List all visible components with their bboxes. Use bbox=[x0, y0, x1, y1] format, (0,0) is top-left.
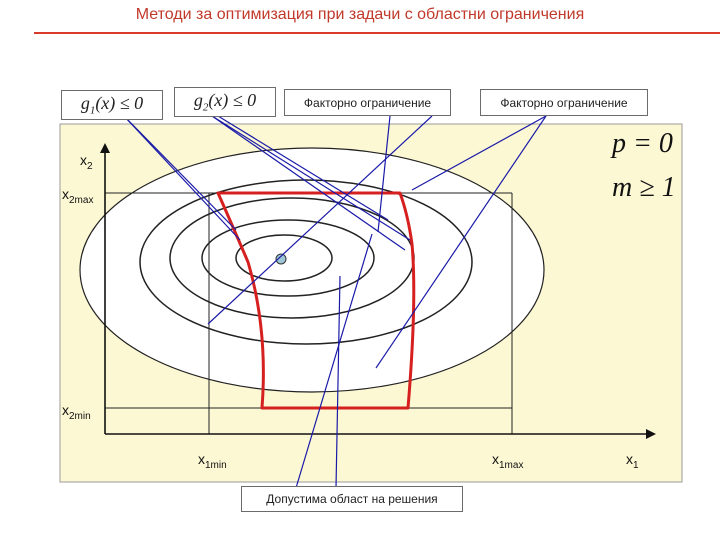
label-x1max: x1max bbox=[492, 451, 524, 471]
pointer-g1-b bbox=[123, 115, 237, 231]
label-x2: x2 bbox=[80, 152, 93, 172]
pointer-g2-b bbox=[211, 115, 411, 241]
x2-axis-arrow bbox=[100, 143, 110, 153]
page-title: Методи за оптимизация при задачи с облас… bbox=[135, 6, 585, 23]
pointer-g2-c bbox=[217, 115, 389, 221]
constraint-g1-formula: g1(x) ≤ 0 bbox=[80, 93, 144, 117]
pointer-region-b bbox=[335, 275, 341, 489]
label-x1min: x1min bbox=[198, 451, 227, 471]
constraint-g1-box: g1(x) ≤ 0 bbox=[61, 90, 163, 120]
title-divider bbox=[34, 32, 720, 34]
condition-p: p = 0 bbox=[612, 128, 673, 159]
feasible-region-boundary bbox=[216, 191, 416, 410]
pointer-factor-1b bbox=[207, 115, 433, 325]
constraint-g2-formula: g2(x) ≤ 0 bbox=[193, 90, 257, 114]
factor-constraint-box-1: Факторно ограничение bbox=[284, 89, 451, 116]
condition-m: m ≥ 1 bbox=[612, 172, 676, 203]
pointer-factor-1a bbox=[377, 115, 391, 233]
label-x2max: x2max bbox=[62, 186, 94, 206]
label-x1: x1 bbox=[626, 451, 639, 471]
label-x2min: x2min bbox=[62, 402, 91, 422]
pointer-g2-a bbox=[211, 115, 406, 251]
pointer-factor-2a bbox=[375, 115, 547, 369]
feasible-region-label-box: Допустима област на решения bbox=[241, 486, 463, 512]
x1-axis-arrow bbox=[646, 429, 656, 439]
constraint-g2-box: g2(x) ≤ 0 bbox=[174, 87, 276, 117]
pointer-g1 bbox=[123, 115, 241, 241]
factor-constraint-box-2: Факторно ограничение bbox=[480, 89, 648, 116]
pointer-region-a bbox=[295, 233, 373, 489]
optimum-point bbox=[275, 253, 287, 265]
pointer-factor-2b bbox=[411, 115, 547, 191]
